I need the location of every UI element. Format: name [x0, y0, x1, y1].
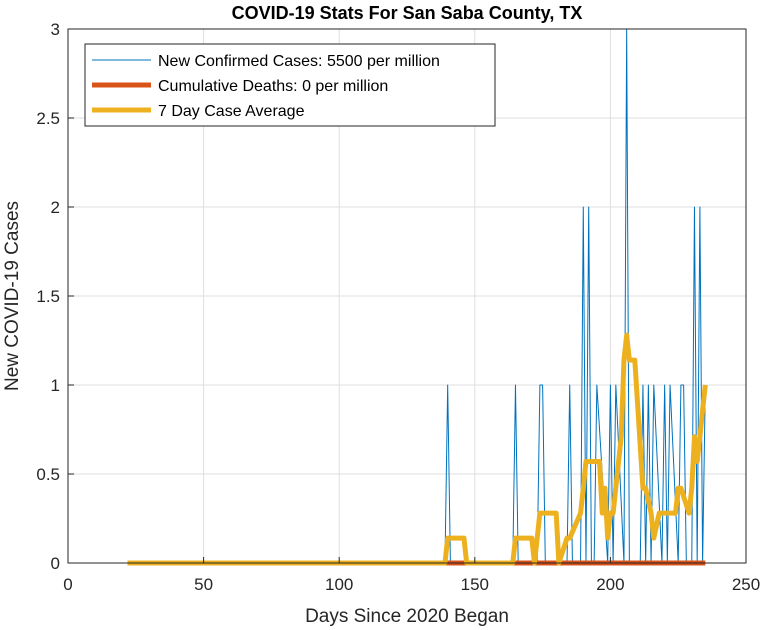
x-axis-label: Days Since 2020 Began [305, 606, 509, 627]
y-tick-label: 1 [51, 376, 60, 395]
legend-label-new-cases: New Confirmed Cases: 5500 per million [158, 53, 440, 70]
y-tick-label: 1.5 [36, 287, 60, 306]
grid-lines [68, 29, 746, 563]
series-7day-case-average [127, 332, 708, 566]
y-axis-label: New COVID-19 Cases [2, 201, 23, 391]
y-tick-label: 3 [51, 20, 60, 39]
y-tick-label: 0 [51, 554, 60, 573]
x-tick-label: 200 [596, 575, 624, 594]
legend-box [84, 43, 496, 127]
y-tick-label: 2.5 [36, 109, 60, 128]
x-tick-label: 150 [461, 575, 489, 594]
x-tick-label: 0 [63, 575, 72, 594]
chart-title: COVID-19 Stats For San Saba County, TX [232, 3, 583, 23]
y-axis-ticks: 0 0.5 1 1.5 2 2.5 3 [36, 20, 74, 573]
legend-label-7day-average: 7 Day Case Average [158, 103, 305, 120]
legend-label-deaths: Cumulative Deaths: 0 per million [158, 78, 388, 95]
series-new-confirmed-cases [127, 28, 706, 564]
y-tick-label: 2 [51, 198, 60, 217]
legend: New Confirmed Cases: 5500 per million Cu… [84, 43, 496, 127]
x-tick-label: 50 [194, 575, 213, 594]
x-tick-label: 250 [732, 575, 760, 594]
y-tick-label: 0.5 [36, 465, 60, 484]
x-axis-ticks: 0 50 100 150 200 250 [63, 557, 760, 594]
x-tick-label: 100 [325, 575, 353, 594]
